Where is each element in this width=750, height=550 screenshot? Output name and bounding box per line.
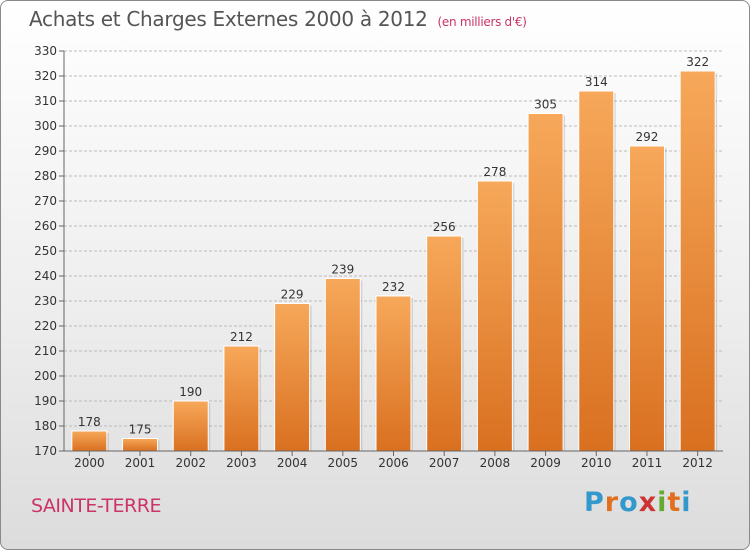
x-tick-label: 2004 — [277, 456, 308, 470]
y-tick-label: 200 — [34, 369, 57, 383]
x-axis: 2000 2001 2002 2003 2004 2005 2006 2007 2008 2009… — [64, 450, 723, 470]
bar-value-label: 292 — [636, 130, 659, 144]
y-tick-label: 300 — [34, 119, 57, 133]
bar-value-label: 278 — [483, 165, 506, 179]
y-tick-label: 220 — [34, 319, 57, 333]
y-tick-label: 320 — [34, 69, 57, 83]
bar-value-label: 314 — [585, 75, 608, 89]
y-tick-label: 250 — [34, 244, 57, 258]
x-tick-label: 2011 — [632, 456, 663, 470]
chart-subtitle: (en milliers d'€) — [437, 15, 527, 29]
x-tick-label: 2005 — [328, 456, 359, 470]
bar[interactable] — [527, 113, 564, 452]
y-tick-label: 330 — [34, 44, 57, 58]
bar[interactable] — [172, 400, 209, 452]
x-tick-label: 2003 — [226, 456, 257, 470]
bar[interactable] — [679, 70, 716, 452]
y-tick-label: 180 — [34, 419, 57, 433]
x-tick-label: 2001 — [125, 456, 156, 470]
y-tick-label: 170 — [34, 444, 57, 458]
y-tick-label: 240 — [34, 269, 57, 283]
chart-title: Achats et Charges Externes 2000 à 2012 (e… — [29, 7, 527, 31]
x-tick-label: 2009 — [530, 456, 561, 470]
x-tick-label: 2010 — [581, 456, 612, 470]
bar[interactable] — [223, 345, 260, 452]
logo-letter: i — [681, 487, 692, 518]
y-tick-label: 210 — [34, 344, 57, 358]
proxiti-logo[interactable]: Proxiti — [584, 487, 692, 518]
x-tick-label: 2002 — [175, 456, 206, 470]
y-axis: 170 180 190 200 210 220 230 240 250 260 270 280 290 3… — [34, 44, 65, 458]
bar-value-label: 175 — [129, 423, 152, 437]
bar-value-label: 229 — [281, 288, 304, 302]
bar[interactable] — [426, 235, 463, 452]
bar[interactable] — [476, 180, 513, 452]
y-tick-label: 280 — [34, 169, 57, 183]
bars: 178 175 190 212 229 239 232 256 278 305 314 292 322 — [71, 55, 718, 452]
x-tick-label: 2006 — [378, 456, 409, 470]
logo-letter: t — [667, 487, 682, 518]
bar[interactable] — [274, 303, 311, 452]
bar-value-label: 305 — [534, 98, 557, 112]
logo-letter: o — [619, 487, 639, 518]
y-tick-label: 230 — [34, 294, 57, 308]
x-tick-label: 2012 — [682, 456, 713, 470]
bar-value-label: 178 — [78, 415, 101, 429]
bar[interactable] — [628, 145, 665, 452]
x-tick-label: 2008 — [480, 456, 511, 470]
logo-letter: r — [604, 487, 620, 518]
bar-value-label: 232 — [382, 280, 405, 294]
y-tick-label: 310 — [34, 94, 57, 108]
logo-letter: i — [657, 487, 668, 518]
y-tick-label: 290 — [34, 144, 57, 158]
bar-value-label: 256 — [433, 220, 456, 234]
bar-value-label: 190 — [179, 385, 202, 399]
bar[interactable] — [71, 430, 108, 452]
logo-letter: P — [584, 487, 605, 518]
commune-name: SAINTE-TERRE — [31, 495, 161, 517]
x-tick-label: 2007 — [429, 456, 460, 470]
bar[interactable] — [578, 90, 615, 452]
y-tick-label: 260 — [34, 219, 57, 233]
bar-value-label: 322 — [686, 55, 709, 69]
bar[interactable] — [375, 295, 412, 452]
bar[interactable] — [324, 278, 361, 452]
bar-value-label: 212 — [230, 330, 253, 344]
x-tick-label: 2000 — [74, 456, 105, 470]
bar-value-label: 239 — [331, 263, 354, 277]
y-tick-label: 270 — [34, 194, 57, 208]
logo-letter: x — [638, 487, 658, 518]
chart-title-text: Achats et Charges Externes 2000 à 2012 — [29, 7, 428, 31]
y-tick-label: 190 — [34, 394, 57, 408]
bar[interactable] — [122, 438, 159, 452]
